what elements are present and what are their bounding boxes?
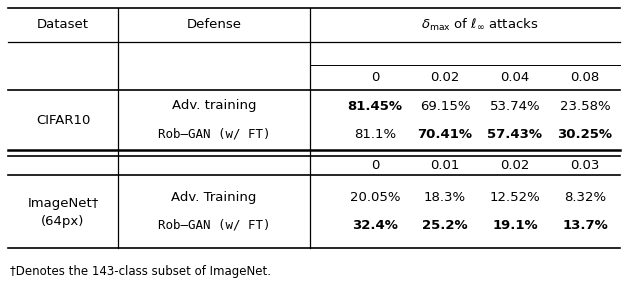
Text: 0.02: 0.02 [501, 159, 529, 172]
Text: Rob–GAN (w/ FT): Rob–GAN (w/ FT) [158, 219, 270, 232]
Text: (64px): (64px) [41, 215, 85, 228]
Text: Adv. training: Adv. training [171, 99, 256, 113]
Text: 0.03: 0.03 [570, 159, 600, 172]
Text: Defense: Defense [187, 19, 242, 32]
Text: 0.01: 0.01 [430, 159, 460, 172]
Text: 0: 0 [371, 71, 379, 84]
Text: 53.74%: 53.74% [490, 99, 540, 113]
Text: 8.32%: 8.32% [564, 191, 606, 204]
Text: 23.58%: 23.58% [560, 99, 610, 113]
Text: 0.02: 0.02 [430, 71, 460, 84]
Text: 13.7%: 13.7% [562, 219, 608, 232]
Text: 0: 0 [371, 159, 379, 172]
Text: 81.1%: 81.1% [354, 128, 396, 140]
Text: 81.45%: 81.45% [347, 99, 403, 113]
Text: 20.05%: 20.05% [350, 191, 400, 204]
Text: 32.4%: 32.4% [352, 219, 398, 232]
Text: 0.04: 0.04 [501, 71, 529, 84]
Text: 12.52%: 12.52% [490, 191, 540, 204]
Text: 19.1%: 19.1% [492, 219, 538, 232]
Text: ImageNet†: ImageNet† [27, 197, 99, 210]
Text: Rob–GAN (w/ FT): Rob–GAN (w/ FT) [158, 128, 270, 140]
Text: 57.43%: 57.43% [487, 128, 543, 140]
Text: CIFAR10: CIFAR10 [36, 113, 90, 126]
Text: 0.08: 0.08 [570, 71, 600, 84]
Text: $\delta_{\max}$ of $\ell_{\infty}$ attacks: $\delta_{\max}$ of $\ell_{\infty}$ attac… [421, 17, 539, 33]
Text: Adv. Training: Adv. Training [171, 191, 257, 204]
Text: 18.3%: 18.3% [424, 191, 466, 204]
Text: 30.25%: 30.25% [558, 128, 612, 140]
Text: 70.41%: 70.41% [418, 128, 472, 140]
Text: †Denotes the 143-class subset of ImageNet.: †Denotes the 143-class subset of ImageNe… [10, 266, 271, 278]
Text: 25.2%: 25.2% [422, 219, 468, 232]
Text: 69.15%: 69.15% [420, 99, 470, 113]
Text: Dataset: Dataset [37, 19, 89, 32]
